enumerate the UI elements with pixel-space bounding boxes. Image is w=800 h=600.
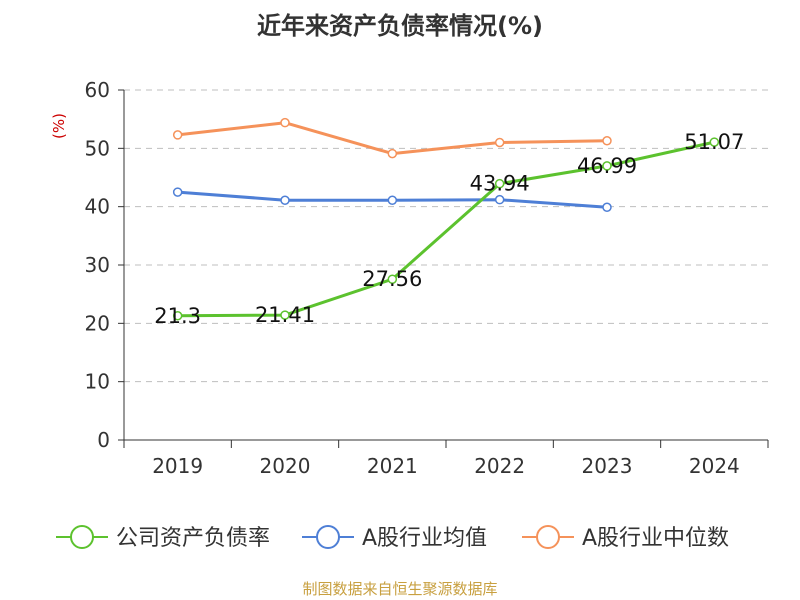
grid-lines [124, 89, 768, 383]
source-note: 制图数据来自恒生聚源数据库 [302, 580, 498, 598]
legend-item: 公司资产负债率 [56, 525, 270, 551]
y-tick-label: 60 [85, 78, 110, 102]
data-point [280, 195, 290, 205]
data-point [602, 202, 612, 212]
data-point [172, 187, 183, 197]
y-tick-label: 50 [85, 136, 110, 160]
x-tick-label: 2021 [367, 454, 418, 478]
x-tick-label: 2023 [582, 454, 633, 478]
data-point [172, 130, 183, 140]
data-point [494, 194, 505, 205]
x-tick-label: 2024 [689, 454, 740, 478]
data-point [494, 178, 505, 189]
data-point [602, 136, 612, 146]
data-point [387, 195, 398, 205]
data-point [280, 310, 290, 320]
legend-item: A股行业中位数 [522, 525, 729, 551]
legend-label: A股行业均值 [362, 526, 487, 551]
legend: 公司资产负债率 A股行业均值 A股行业中位数 [56, 525, 729, 551]
legend-label: A股行业中位数 [582, 526, 729, 551]
legend-marker [70, 525, 94, 549]
data-point [387, 148, 398, 159]
data-label: 51.07 [684, 130, 744, 154]
legend-marker [316, 525, 340, 549]
legend-marker [536, 525, 560, 549]
y-tick-label: 10 [85, 370, 110, 394]
data-point [709, 137, 720, 147]
data-point [172, 311, 183, 321]
data-point [387, 274, 398, 284]
y-tick-label: 20 [85, 311, 110, 335]
x-tick-label: 2020 [260, 454, 311, 478]
data-point [602, 161, 612, 171]
data-label: 21.41 [255, 303, 315, 327]
series-lines [172, 117, 720, 321]
data-labels: 21.3 21.41 27.56 43.94 46.99 51.07 [154, 130, 744, 328]
y-axis-unit-label: (%) [50, 113, 68, 139]
y-tick-label: 40 [85, 195, 110, 219]
chart-title: 近年来资产负债率情况(%) [257, 12, 543, 40]
series-line [177, 140, 715, 318]
data-label: 21.3 [154, 304, 201, 328]
data-label: 43.94 [470, 172, 530, 196]
data-point [494, 137, 505, 148]
legend-item: A股行业均值 [302, 525, 487, 551]
x-tick-label: 2019 [152, 454, 203, 478]
data-label: 46.99 [577, 154, 637, 178]
y-tick-label: 30 [85, 253, 110, 277]
axes: 0 10 20 30 40 50 60 2019 2020 2021 2022 2023 2024 [85, 78, 769, 478]
data-point [280, 117, 290, 128]
data-label: 27.56 [362, 267, 422, 291]
legend-label: 公司资产负债率 [116, 526, 270, 551]
x-tick-label: 2022 [474, 454, 525, 478]
y-tick-label: 0 [97, 428, 110, 452]
